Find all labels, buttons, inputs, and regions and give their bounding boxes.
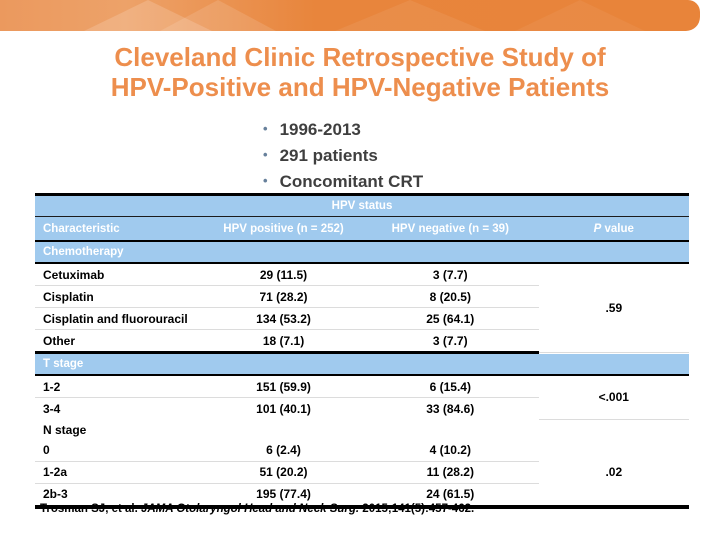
table-row: 2b-3 195 (77.4) 24 (61.5) (35, 483, 689, 507)
p-value-cell: <.001 (538, 375, 689, 420)
row-label: 1-2a (35, 461, 206, 484)
citation-authors: Trosman SJ, et al. (40, 503, 141, 515)
citation: Trosman SJ, et al. JAMA Otolaryngol Head… (40, 503, 474, 515)
value-hpv-negative: 4 (10.2) (361, 439, 539, 462)
p-value-cell: .02 (538, 439, 689, 507)
value-hpv-negative: 25 (64.1) (361, 307, 539, 330)
row-label: Cisplatin (35, 285, 206, 308)
table-row: Characteristic HPV positive (n = 252) HP… (35, 216, 689, 242)
value-hpv-negative: 24 (61.5) (426, 487, 475, 501)
value-hpv-negative: 8 (20.5) (361, 285, 539, 308)
row-label: 2b-3 (43, 487, 68, 501)
table-row: Cisplatin and fluorouracil 134 (53.2) 25… (35, 307, 689, 330)
value-hpv-negative: 3 (7.7) (361, 263, 539, 286)
title-line-2: HPV-Positive and HPV-Negative Patients (110, 72, 610, 102)
section-label: N stage (35, 419, 689, 440)
value-hpv-positive: 6 (2.4) (205, 439, 362, 462)
col-header-p-value: P value (538, 216, 689, 242)
value-hpv-positive: 29 (11.5) (205, 263, 362, 286)
bullet-item: • Concomitant CRT (263, 169, 423, 195)
table-row: HPV status (35, 193, 689, 217)
p-value-header-text: P value (593, 222, 634, 235)
table-spanner: HPV status (35, 193, 689, 217)
row-label: Other (35, 329, 206, 354)
bullet-list: • 1996-2013 • 291 patients • Concomitant CR… (263, 117, 423, 195)
bullet-dot-icon: • (263, 147, 268, 162)
table-row: 3-4 101 (40.1) 33 (84.6) (35, 398, 689, 420)
band-triangle-decoration (335, 0, 485, 31)
row-label: Cisplatin and fluorouracil (35, 307, 206, 330)
bullet-item: • 291 patients (263, 143, 423, 169)
title-line-1: Cleveland Clinic Retrospective Study of (114, 42, 606, 72)
hpv-status-table: HPV status Characteristic HPV positive (… (35, 193, 689, 509)
value-hpv-positive: 18 (7.1) (205, 329, 362, 354)
bullet-dot-icon: • (263, 173, 268, 188)
bullet-item: • 1996-2013 (263, 117, 423, 143)
row-label: 3-4 (43, 401, 61, 416)
col-header-characteristic: Characteristic (35, 216, 206, 242)
header-band (0, 0, 700, 31)
section-label: T stage (35, 352, 689, 376)
p-value-cell: .59 (538, 263, 689, 353)
value-hpv-positive: 151 (59.9) (205, 375, 362, 398)
bullet-text: 291 patients (279, 146, 378, 165)
section-header-chemotherapy: Chemotherapy (35, 241, 689, 264)
bullet-dot-icon: • (263, 121, 268, 136)
row-label: Cetuximab (35, 263, 206, 286)
value-hpv-positive: 101 (40.1) (256, 401, 311, 416)
table-row: 1-2 151 (59.9) 6 (15.4) <.001 (35, 375, 689, 420)
table-container: HPV status Characteristic HPV positive (… (35, 193, 689, 509)
bullet-text: 1996-2013 (279, 120, 361, 139)
table-row: Other 18 (7.1) 3 (7.7) (35, 329, 689, 354)
value-hpv-negative: 6 (15.4) (361, 375, 539, 398)
band-triangle-decoration (515, 0, 645, 31)
section-header-n-stage: N stage (35, 419, 689, 440)
citation-journal: JAMA Otolaryngol Head and Neck Surg. (140, 503, 360, 515)
table-row: 0 6 (2.4) 4 (10.2) .02 (35, 439, 689, 507)
value-hpv-negative: 33 (84.6) (426, 401, 475, 416)
table-row: Cisplatin 71 (28.2) 8 (20.5) (35, 285, 689, 308)
col-header-hpv-positive: HPV positive (n = 252) (205, 216, 362, 242)
value-hpv-negative: 11 (28.2) (361, 461, 539, 484)
slide-title: Cleveland Clinic Retrospective Study of … (0, 42, 720, 102)
section-label: Chemotherapy (35, 241, 689, 264)
bullet-text: Concomitant CRT (279, 172, 424, 191)
section-header-t-stage: T stage (35, 352, 689, 376)
row-label: 1-2 (35, 375, 206, 398)
value-hpv-positive: 134 (53.2) (205, 307, 362, 330)
table-row: Cetuximab 29 (11.5) 3 (7.7) .59 (35, 263, 689, 353)
value-hpv-positive: 71 (28.2) (205, 285, 362, 308)
value-hpv-negative: 3 (7.7) (361, 329, 539, 354)
value-hpv-positive: 51 (20.2) (205, 461, 362, 484)
value-hpv-positive: 195 (77.4) (256, 487, 311, 501)
col-header-hpv-negative: HPV negative (n = 39) (361, 216, 539, 242)
row-label: 0 (35, 439, 206, 462)
citation-issue: 2015;141(5):457-462. (359, 503, 475, 515)
table-row: 1-2a 51 (20.2) 11 (28.2) (35, 461, 689, 484)
